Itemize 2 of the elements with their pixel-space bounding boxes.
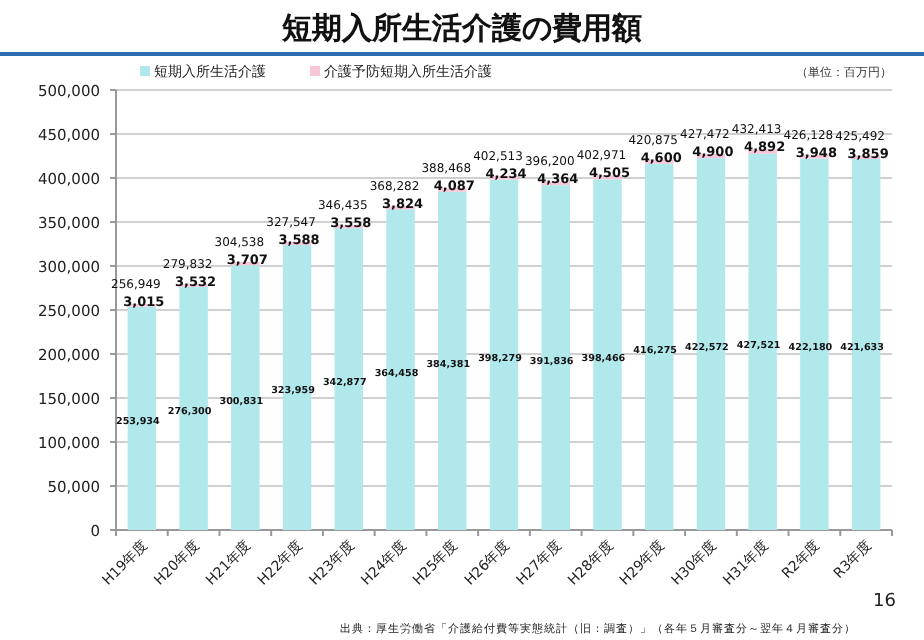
text: 16 xyxy=(873,592,897,612)
chart-title: 短期入所生活介護の費用額 xyxy=(280,10,642,46)
